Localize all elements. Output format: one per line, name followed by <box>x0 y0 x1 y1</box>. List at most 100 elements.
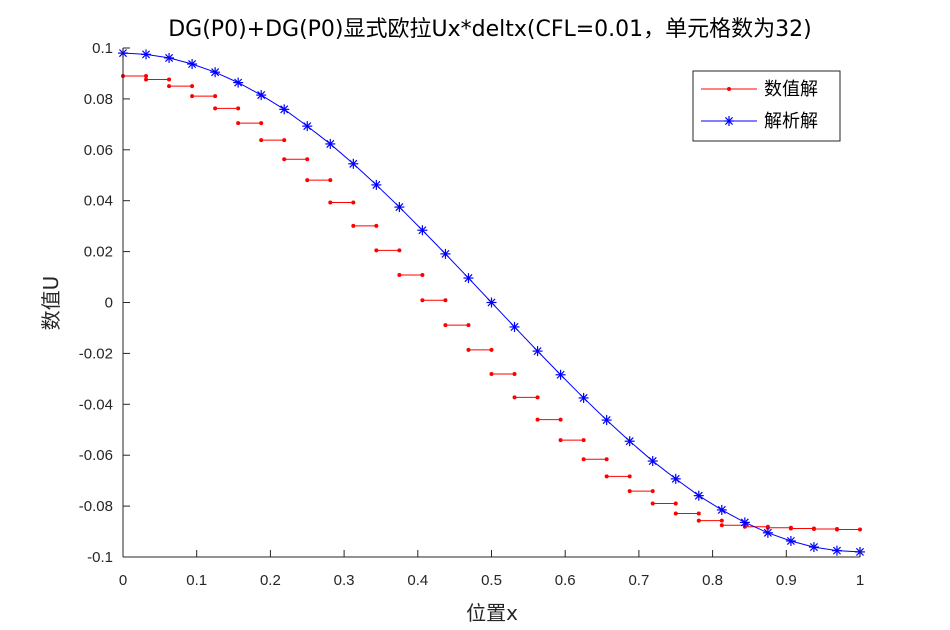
numerical-point <box>604 474 609 479</box>
numerical-cell-5 <box>236 121 264 126</box>
analytic-point <box>624 436 635 447</box>
numerical-point <box>535 417 540 422</box>
numerical-cell-7 <box>282 157 310 162</box>
numerical-cell-8 <box>305 178 333 183</box>
numerical-point <box>259 121 264 126</box>
numerical-cell-1 <box>144 77 172 82</box>
analytic-point <box>256 90 267 101</box>
numerical-point <box>719 518 724 523</box>
numerical-cell-4 <box>213 106 241 111</box>
numerical-cell-12 <box>397 273 425 278</box>
analytic-point <box>716 504 727 515</box>
numerical-point <box>443 323 448 328</box>
numerical-cell-3 <box>190 94 218 99</box>
numerical-point <box>719 523 724 528</box>
numerical-cell-17 <box>512 395 540 400</box>
y-axis-label: 数值U <box>39 276 63 331</box>
numerical-cell-14 <box>443 323 471 328</box>
numerical-point <box>213 94 218 99</box>
x-tick-label: 0.2 <box>260 572 281 589</box>
numerical-point <box>144 73 149 78</box>
analytic-point <box>164 52 175 63</box>
y-tick-label: -0.04 <box>79 396 113 413</box>
y-tick-label: 0.08 <box>84 91 113 108</box>
numerical-point <box>328 200 333 205</box>
numerical-point <box>420 273 425 278</box>
numerical-point <box>834 527 839 532</box>
analytic-point <box>555 369 566 380</box>
analytic-point <box>325 138 336 149</box>
numerical-point <box>489 372 494 377</box>
x-axis-ticks: 0 0.1 0.2 0.3 0.4 0.5 0.6 0.7 0.8 0.9 1 <box>119 550 864 589</box>
numerical-point <box>512 372 517 377</box>
numerical-cell-20 <box>581 457 609 462</box>
analytic-point <box>187 59 198 70</box>
analytic-point <box>578 392 589 403</box>
numerical-point <box>397 273 402 278</box>
x-tick-label: 0.7 <box>628 572 649 589</box>
numerical-cell-10 <box>351 223 379 228</box>
y-tick-label: 0 <box>105 295 113 312</box>
numerical-point <box>788 526 793 531</box>
numerical-point <box>374 223 379 228</box>
y-tick-label: -0.1 <box>87 549 113 566</box>
x-tick-label: 0.9 <box>776 572 797 589</box>
numerical-cell-15 <box>466 347 494 352</box>
analytic-point <box>371 179 382 190</box>
numerical-point <box>581 438 586 443</box>
y-tick-label: 0.06 <box>84 142 113 159</box>
numerical-point <box>374 248 379 253</box>
y-tick-label: 0.1 <box>92 40 113 57</box>
numerical-point <box>466 323 471 328</box>
y-tick-label: -0.06 <box>79 447 113 464</box>
numerical-point <box>673 511 678 516</box>
x-tick-label: 0.1 <box>186 572 207 589</box>
numerical-cell-31 <box>834 527 862 532</box>
numerical-cell-11 <box>374 248 402 253</box>
analytic-point <box>601 415 612 426</box>
numerical-point <box>558 438 563 443</box>
numerical-point <box>144 77 149 82</box>
numerical-cell-21 <box>604 474 632 479</box>
numerical-point <box>604 457 609 462</box>
numerical-point <box>167 84 172 89</box>
chart-title: DG(P0)+DG(P0)显式欧拉Ux*deltx(CFL=0.01，单元格数为… <box>168 17 812 42</box>
numerical-point <box>765 525 770 530</box>
numerical-point <box>673 501 678 506</box>
numerical-point <box>236 106 241 111</box>
numerical-point <box>167 77 172 82</box>
numerical-cell-18 <box>535 417 563 422</box>
legend-marker-analytic <box>724 116 734 126</box>
x-tick-label: 0.5 <box>481 572 502 589</box>
analytic-point <box>647 456 658 467</box>
analytic-point <box>808 542 819 553</box>
legend-entry-analytic: 解析解 <box>701 111 818 132</box>
numerical-point <box>858 527 862 532</box>
legend-label-numerical: 数值解 <box>764 79 818 100</box>
numerical-point <box>190 94 195 99</box>
analytic-point <box>463 273 474 284</box>
numerical-point <box>305 178 310 183</box>
analytic-point <box>486 297 497 308</box>
y-tick-label: -0.02 <box>79 345 113 362</box>
numerical-cell-19 <box>558 438 586 443</box>
numerical-cell-6 <box>259 138 287 143</box>
x-tick-label: 0.8 <box>702 572 723 589</box>
analytic-point <box>394 202 405 213</box>
numerical-point <box>351 200 356 205</box>
numerical-point <box>190 84 195 89</box>
numerical-point <box>512 395 517 400</box>
numerical-point <box>420 298 425 303</box>
analytic-point <box>739 517 750 528</box>
numerical-point <box>443 298 448 303</box>
numerical-point <box>489 347 494 352</box>
analytic-point <box>785 535 796 546</box>
numerical-cell-16 <box>489 372 517 377</box>
x-tick-label: 0.3 <box>334 572 355 589</box>
analytic-point <box>348 158 359 169</box>
numerical-point <box>627 489 632 494</box>
legend-entry-numerical: 数值解 <box>701 79 818 100</box>
